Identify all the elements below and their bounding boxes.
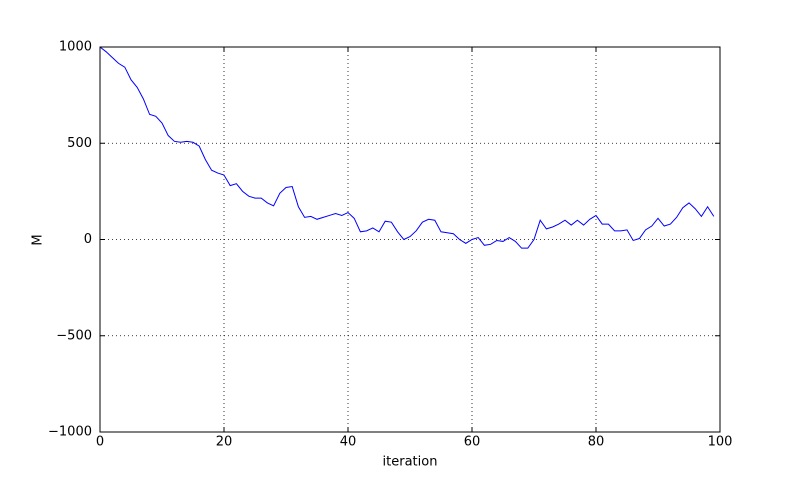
x-tick-label: 20 xyxy=(216,435,233,450)
y-tick-label: −1000 xyxy=(48,425,92,440)
x-tick-label: 40 xyxy=(340,435,357,450)
plot-frame xyxy=(99,46,721,433)
x-tick-label: 60 xyxy=(464,435,481,450)
y-tick-label: 1000 xyxy=(59,40,92,55)
y-axis-label: M xyxy=(31,234,46,245)
y-tick-label: −500 xyxy=(56,328,92,343)
x-tick-label: 80 xyxy=(588,435,605,450)
y-tick-label: 500 xyxy=(67,136,92,151)
x-tick-label: 0 xyxy=(96,435,104,450)
x-tick-label: 100 xyxy=(708,435,733,450)
y-tick-label: 0 xyxy=(84,232,92,247)
data-line xyxy=(99,46,715,249)
x-axis-label: iteration xyxy=(383,455,438,470)
